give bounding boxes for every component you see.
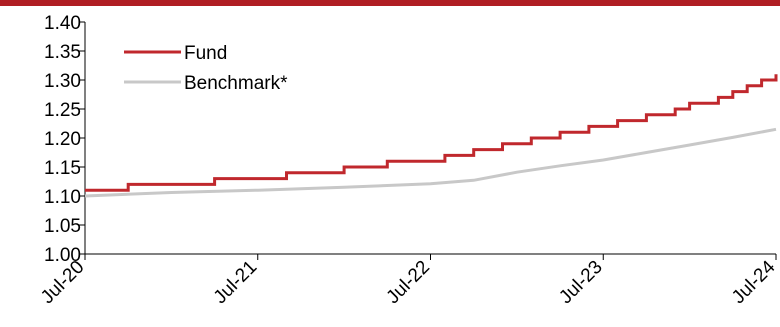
fund-series-line <box>85 74 778 192</box>
y-tick-label: 1.40 <box>44 13 81 34</box>
x-axis: Jul-20 Jul-21 Jul-22 Jul-23 Jul-24 <box>37 253 780 308</box>
y-tick-label: 1.25 <box>44 100 81 121</box>
series-group <box>84 74 778 198</box>
y-tick-label: 1.10 <box>44 187 81 208</box>
benchmark-series-line <box>84 127 777 198</box>
header-bar <box>0 0 780 6</box>
x-tick-label: Jul-21 <box>210 257 261 308</box>
y-axis: 1.00 1.05 1.10 1.15 1.20 1.25 1.30 1.35 1.40 <box>44 13 86 266</box>
y-tick-label: 1.35 <box>44 42 81 63</box>
y-tick-label: 1.05 <box>44 216 81 237</box>
x-tick-label: Jul-23 <box>555 257 606 308</box>
legend-label-benchmark: Benchmark* <box>184 73 288 94</box>
legend-label-fund: Fund <box>184 43 227 64</box>
x-tick-label: Jul-24 <box>728 256 780 308</box>
y-tick-label: 1.20 <box>44 129 81 150</box>
y-tick-label: 1.15 <box>44 158 81 179</box>
x-tick-label: Jul-22 <box>383 257 434 308</box>
legend: Fund Benchmark* <box>124 43 288 94</box>
y-tick-label: 1.00 <box>44 245 81 266</box>
y-tick-label: 1.30 <box>44 71 81 92</box>
